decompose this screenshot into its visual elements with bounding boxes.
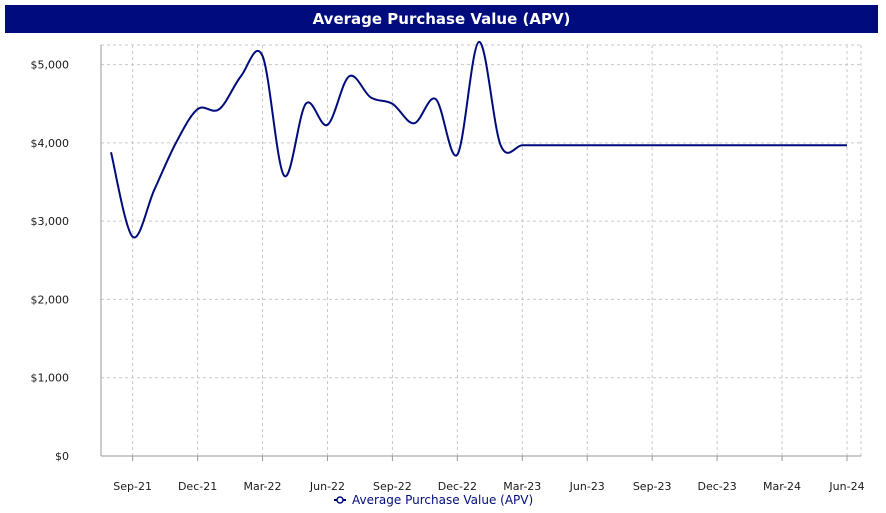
- legend-entry: Average Purchase Value (APV): [352, 493, 533, 507]
- x-tick-label: Dec-23: [697, 480, 736, 493]
- x-tick-label: Mar-23: [503, 480, 541, 493]
- y-tick-label: $1,000: [31, 372, 70, 385]
- y-tick-label: $5,000: [31, 59, 70, 72]
- y-axis-ticks: $0 $1,000 $2,000 $3,000 $4,000 $5,000: [31, 59, 70, 463]
- x-axis-ticks: Sep-21 Dec-21 Mar-22 Jun-22 Sep-22 Dec-22 Mar-…: [113, 456, 865, 493]
- x-tick-label: Sep-23: [633, 480, 672, 493]
- x-tick-label: Mar-22: [244, 480, 282, 493]
- x-tick-label: Jun-23: [569, 480, 605, 493]
- chart-title: Average Purchase Value (APV): [5, 5, 878, 33]
- series-line: [110, 40, 848, 239]
- legend: Average Purchase Value (APV): [334, 493, 533, 507]
- series: [110, 40, 848, 239]
- legend-marker-icon: [336, 496, 344, 504]
- y-tick-label: $4,000: [31, 137, 70, 150]
- x-tick-label: Sep-22: [373, 480, 412, 493]
- y-tick-label: $0: [55, 450, 69, 463]
- y-tick-label: $2,000: [31, 293, 70, 306]
- x-tick-label: Mar-24: [763, 480, 801, 493]
- x-tick-label: Jun-22: [309, 480, 345, 493]
- x-tick-label: Dec-21: [178, 480, 217, 493]
- x-tick-label: Dec-22: [438, 480, 477, 493]
- grid: [101, 44, 862, 456]
- y-tick-label: $3,000: [31, 215, 70, 228]
- axes: [100, 45, 861, 457]
- x-tick-label: Jun-24: [828, 480, 864, 493]
- x-tick-label: Sep-21: [113, 480, 152, 493]
